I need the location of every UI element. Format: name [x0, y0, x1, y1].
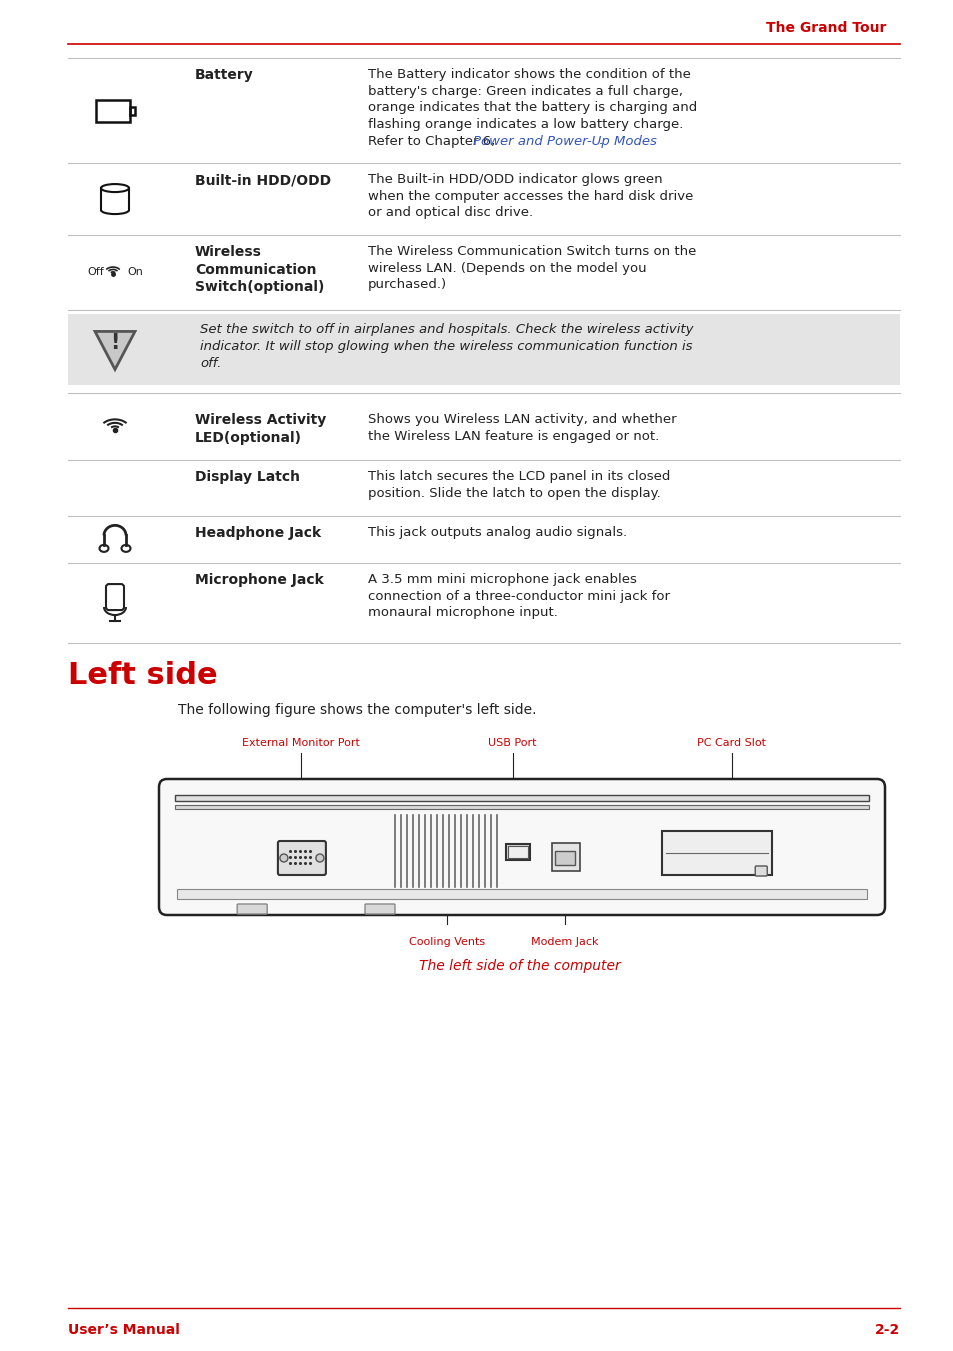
Text: The Battery indicator shows the condition of the: The Battery indicator shows the conditio… — [368, 68, 690, 81]
FancyBboxPatch shape — [755, 866, 766, 875]
Polygon shape — [95, 331, 135, 369]
Text: PC Card Slot: PC Card Slot — [697, 738, 765, 748]
FancyBboxPatch shape — [237, 904, 267, 915]
Text: flashing orange indicates a low battery charge.: flashing orange indicates a low battery … — [368, 118, 682, 131]
Text: The Grand Tour: The Grand Tour — [765, 22, 885, 35]
Circle shape — [279, 854, 288, 862]
Text: orange indicates that the battery is charging and: orange indicates that the battery is cha… — [368, 101, 697, 115]
Text: the Wireless LAN feature is engaged or not.: the Wireless LAN feature is engaged or n… — [368, 430, 659, 443]
Text: .: . — [598, 135, 602, 147]
Text: The following figure shows the computer's left side.: The following figure shows the computer'… — [178, 703, 536, 717]
Text: Cooling Vents: Cooling Vents — [409, 938, 485, 947]
Text: Headphone Jack: Headphone Jack — [194, 526, 321, 539]
FancyBboxPatch shape — [365, 904, 395, 915]
Text: User’s Manual: User’s Manual — [68, 1323, 180, 1337]
Text: Shows you Wireless LAN activity, and whether: Shows you Wireless LAN activity, and whe… — [368, 413, 676, 427]
Text: battery's charge: Green indicates a full charge,: battery's charge: Green indicates a full… — [368, 85, 682, 97]
Text: External Monitor Port: External Monitor Port — [242, 738, 359, 748]
Text: when the computer accesses the hard disk drive: when the computer accesses the hard disk… — [368, 189, 693, 203]
Text: Built-in HDD/ODD: Built-in HDD/ODD — [194, 173, 331, 188]
Text: Switch(optional): Switch(optional) — [194, 280, 324, 295]
FancyBboxPatch shape — [177, 889, 866, 898]
Text: wireless LAN. (Depends on the model you: wireless LAN. (Depends on the model you — [368, 262, 646, 274]
FancyBboxPatch shape — [554, 851, 574, 865]
Text: The Built-in HDD/ODD indicator glows green: The Built-in HDD/ODD indicator glows gre… — [368, 173, 662, 186]
Text: Power and Power-Up Modes: Power and Power-Up Modes — [473, 135, 657, 147]
FancyBboxPatch shape — [277, 842, 326, 875]
Text: off.: off. — [200, 357, 221, 370]
Text: indicator. It will stop glowing when the wireless communication function is: indicator. It will stop glowing when the… — [200, 340, 692, 353]
Text: This latch secures the LCD panel in its closed: This latch secures the LCD panel in its … — [368, 470, 670, 484]
Text: Set the switch to off in airplanes and hospitals. Check the wireless activity: Set the switch to off in airplanes and h… — [200, 323, 693, 336]
Text: Wireless: Wireless — [194, 245, 262, 259]
Text: Display Latch: Display Latch — [194, 470, 299, 485]
Text: USB Port: USB Port — [488, 738, 537, 748]
Text: Left side: Left side — [68, 661, 217, 690]
Text: monaural microphone input.: monaural microphone input. — [368, 607, 558, 619]
Text: Microphone Jack: Microphone Jack — [194, 573, 323, 588]
FancyBboxPatch shape — [508, 846, 528, 858]
Text: 2-2: 2-2 — [874, 1323, 899, 1337]
Text: Off: Off — [87, 267, 104, 277]
Text: This jack outputs analog audio signals.: This jack outputs analog audio signals. — [368, 526, 626, 539]
FancyBboxPatch shape — [661, 831, 771, 875]
Text: Modem Jack: Modem Jack — [530, 938, 598, 947]
FancyBboxPatch shape — [68, 313, 899, 385]
Text: !: ! — [111, 334, 119, 354]
Text: purchased.): purchased.) — [368, 278, 447, 292]
FancyBboxPatch shape — [551, 843, 579, 871]
Circle shape — [315, 854, 324, 862]
FancyBboxPatch shape — [174, 794, 868, 801]
FancyBboxPatch shape — [506, 844, 530, 861]
Text: Battery: Battery — [194, 68, 253, 82]
Text: A 3.5 mm mini microphone jack enables: A 3.5 mm mini microphone jack enables — [368, 573, 637, 586]
Text: position. Slide the latch to open the display.: position. Slide the latch to open the di… — [368, 486, 660, 500]
FancyBboxPatch shape — [174, 805, 868, 809]
Text: Wireless Activity: Wireless Activity — [194, 413, 326, 427]
Text: The left side of the computer: The left side of the computer — [418, 959, 620, 973]
Text: or and optical disc drive.: or and optical disc drive. — [368, 207, 533, 219]
Text: Communication: Communication — [194, 262, 316, 277]
Text: Refer to Chapter 6,: Refer to Chapter 6, — [368, 135, 499, 147]
Text: The Wireless Communication Switch turns on the: The Wireless Communication Switch turns … — [368, 245, 696, 258]
Text: LED(optional): LED(optional) — [194, 431, 302, 444]
Text: connection of a three-conductor mini jack for: connection of a three-conductor mini jac… — [368, 590, 669, 603]
FancyBboxPatch shape — [159, 780, 884, 915]
Text: On: On — [127, 267, 143, 277]
